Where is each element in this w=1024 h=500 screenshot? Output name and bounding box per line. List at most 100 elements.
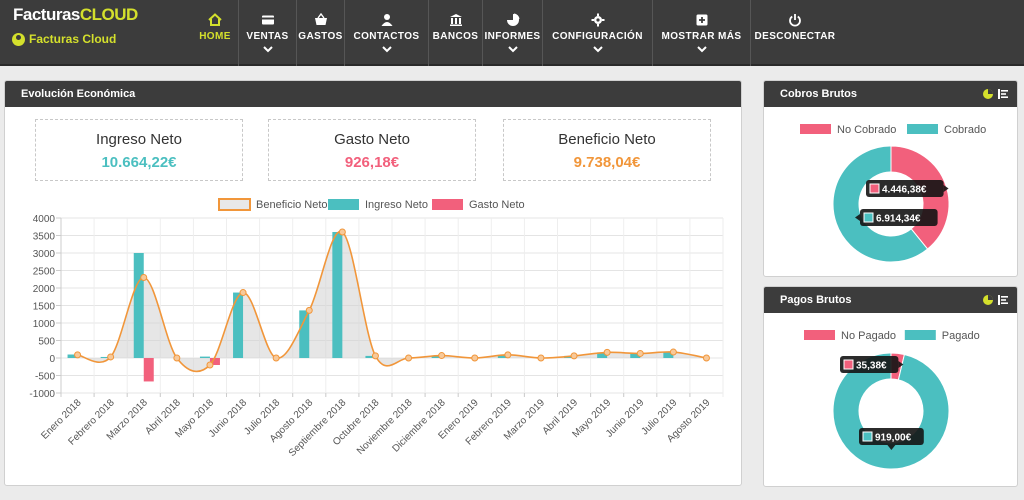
ingreso-bar — [100, 356, 111, 358]
ingreso-bar — [663, 352, 674, 358]
x-tick-label: Septiembre 2018 — [287, 397, 349, 459]
beneficio-point — [405, 354, 413, 362]
beneficio-point — [173, 354, 181, 362]
nav-mostrar-m-s[interactable]: MOSTRAR MÁS — [653, 0, 751, 66]
evolucion-panel: Evolución Económica Ingreso Neto 10.664,… — [4, 80, 742, 486]
gasto-bar — [143, 358, 154, 382]
main-nav: HOME VENTAS GASTOS CONTACTOS BANCOS INFORMES C… — [192, 0, 839, 66]
beneficio-point — [702, 354, 710, 362]
legend-label: No Cobrado — [837, 124, 896, 136]
chart-legend: Beneficio Neto Ingreso Neto Gasto Neto — [218, 198, 525, 211]
cobros-header: Cobros Brutos — [764, 81, 1017, 107]
y-tick-label: 0 — [49, 354, 55, 365]
home-icon — [208, 12, 222, 26]
gear-icon — [591, 13, 605, 26]
power-icon — [788, 13, 802, 27]
app-logo[interactable]: FacturasCLOUD — [13, 5, 138, 24]
y-tick-label: -500 — [35, 372, 55, 383]
chevron-down-icon — [696, 45, 707, 53]
beneficio-point — [74, 351, 82, 359]
y-tick-label: 3000 — [33, 249, 56, 260]
kpi-value: 10.664,22€ — [101, 154, 177, 171]
ingreso-bar — [133, 253, 144, 358]
y-tick-label: 2000 — [33, 284, 56, 295]
nav-bancos[interactable]: BANCOS — [429, 0, 483, 66]
nav-desconectar[interactable]: DESCONECTAR — [751, 0, 839, 66]
nav-label: INFORMES — [484, 31, 541, 42]
legend-swatch — [328, 199, 359, 210]
nav-contactos[interactable]: CONTACTOS — [345, 0, 429, 66]
kpi-beneficio: Beneficio Neto 9.738,04€ — [503, 119, 711, 181]
legend-swatch — [218, 198, 251, 211]
user-menu[interactable]: Facturas Cloud — [12, 32, 116, 46]
ingreso-bar — [332, 232, 343, 358]
nav-informes[interactable]: INFORMES — [483, 0, 543, 66]
nav-label: CONTACTOS — [353, 31, 420, 42]
y-tick-label: 3500 — [33, 232, 56, 243]
legend-swatch — [904, 330, 936, 340]
beneficio-point — [669, 348, 677, 356]
ingreso-bar — [299, 310, 310, 358]
top-bar: FacturasCLOUD Facturas Cloud HOME VENTAS G… — [0, 0, 1024, 66]
credit-card-icon — [261, 13, 275, 26]
evolucion-header: Evolución Económica — [5, 81, 741, 107]
beneficio-point — [438, 352, 446, 360]
tooltip-label: 35,38€ — [856, 361, 887, 372]
user-avatar-icon — [12, 32, 25, 46]
kpi-gasto: Gasto Neto 926,18€ — [268, 119, 476, 181]
list-view-icon[interactable] — [997, 88, 1009, 100]
beneficio-point — [305, 306, 313, 314]
plus-square-icon — [695, 13, 709, 26]
ingreso-bar — [497, 354, 508, 358]
nav-home[interactable]: HOME — [192, 0, 239, 66]
nav-label: HOME — [199, 31, 231, 42]
legend-label: Ingreso Neto — [365, 199, 428, 211]
nav-ventas[interactable]: VENTAS — [239, 0, 297, 66]
chevron-down-icon — [592, 45, 603, 53]
user-icon — [380, 13, 394, 26]
kpi-label: Gasto Neto — [334, 131, 410, 148]
legend-label: Pagado — [942, 330, 980, 342]
panel-title: Pagos Brutos — [780, 294, 852, 306]
nav-label: VENTAS — [246, 31, 289, 42]
cobros-chart: No Cobrado Cobrado 4.446,38€ 6.914,34€ — [800, 124, 986, 263]
legend-swatch — [432, 199, 463, 210]
pagos-panel: Pagos Brutos No Pagado Pagado 35,38€ 919,00… — [763, 286, 1018, 487]
pie-view-icon[interactable] — [982, 294, 994, 306]
donut-slice — [890, 145, 950, 250]
ingreso-bar — [67, 354, 78, 358]
y-tick-label: 500 — [38, 337, 55, 348]
kpi-value: 926,18€ — [344, 154, 400, 171]
y-tick-label: 1000 — [33, 319, 56, 330]
nav-gastos[interactable]: GASTOS — [297, 0, 345, 66]
list-view-icon[interactable] — [997, 294, 1009, 306]
ingreso-bar — [365, 355, 376, 358]
cobros-panel: Cobros Brutos No Cobrado Cobrado 4.446,38€… — [763, 80, 1018, 277]
beneficio-point — [636, 349, 644, 357]
legend-label: No Pagado — [841, 330, 896, 342]
legend-swatch — [907, 124, 938, 134]
tooltip-label: 4.446,38€ — [882, 185, 927, 196]
y-tick-label: 2500 — [33, 267, 56, 278]
user-name: Facturas Cloud — [29, 32, 117, 46]
chevron-down-icon — [507, 45, 518, 53]
beneficio-point — [239, 289, 247, 297]
bank-icon — [449, 13, 463, 26]
value-tooltip: 919,00€ — [859, 428, 924, 450]
tooltip-label: 6.914,34€ — [876, 214, 921, 225]
beneficio-point — [140, 274, 148, 281]
value-tooltip: 6.914,34€ — [855, 209, 938, 226]
pagos-header: Pagos Brutos — [764, 287, 1017, 313]
chevron-down-icon — [381, 45, 392, 53]
nav-label: DESCONECTAR — [754, 31, 836, 42]
legend-label: Cobrado — [944, 124, 986, 136]
evolucion-chart: Beneficio Neto Ingreso Neto Gasto Neto 4000… — [29, 198, 724, 459]
chevron-down-icon — [262, 45, 273, 53]
legend-swatch — [800, 124, 831, 134]
pie-chart-icon — [506, 13, 520, 26]
nav-configuraci-n[interactable]: CONFIGURACIÓN — [543, 0, 653, 66]
pie-view-icon[interactable] — [982, 88, 994, 100]
value-tooltip: 4.446,38€ — [866, 180, 949, 197]
beneficio-point — [107, 353, 115, 361]
tooltip-label: 919,00€ — [875, 433, 912, 444]
